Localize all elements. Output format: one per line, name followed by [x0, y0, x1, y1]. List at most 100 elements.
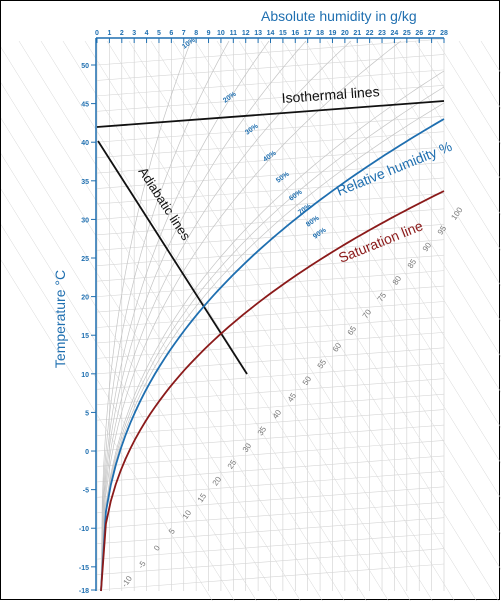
enthalpy-grid-line — [1, 46, 345, 601]
enthalpy-grid-line — [458, 40, 501, 110]
enthalpy-label: 100 — [449, 205, 464, 222]
isotherm-grid-line — [96, 362, 445, 390]
top-tick-label: 17 — [304, 30, 312, 37]
enthalpy-label: 5 — [167, 527, 177, 536]
left-tick-label: 35 — [81, 179, 89, 186]
adiabatic-line — [97, 140, 248, 375]
isotherm-grid-line — [96, 393, 445, 421]
left-tick-label: 20 — [81, 295, 89, 302]
enthalpy-grid-line — [1, 188, 257, 601]
isotherm-grid-line — [96, 440, 445, 467]
left-tick-label: 5 — [85, 410, 89, 417]
rh-grid-curve — [100, 40, 307, 592]
top-tick-label: 8 — [194, 30, 198, 37]
enthalpy-label: 80 — [391, 274, 404, 287]
enthalpy-label: 50 — [301, 374, 314, 387]
top-tick-label: 9 — [207, 30, 211, 37]
enthalpy-grid-line — [1, 82, 323, 601]
enthalpy-grid-line — [414, 40, 501, 181]
isotherm-grid-line — [96, 332, 445, 359]
enthalpy-label: 35 — [256, 424, 269, 437]
top-tick-label: 22 — [366, 30, 374, 37]
enthalpy-grid-line — [216, 40, 501, 500]
left-tick-label: -18 — [79, 588, 89, 595]
left-axis-title: Temperature °C — [52, 270, 68, 368]
enthalpy-grid-line — [84, 40, 433, 601]
left-tick-label: 15 — [81, 333, 89, 340]
top-axis-ticks: 0 1 2 3 4 5 6 7 8 9 10 11 12 13 14 15 16 17 18 19 20 21 22 23 24… — [95, 30, 448, 43]
top-tick-label: 12 — [242, 30, 250, 37]
top-tick-label: 26 — [415, 30, 423, 37]
enthalpy-grid-line — [326, 40, 501, 322]
enthalpy-grid-line — [348, 40, 501, 287]
isotherm-grid-line — [96, 455, 445, 483]
enthalpy-grid-line — [40, 40, 389, 601]
isotherm-grid-line — [96, 115, 445, 143]
left-tick-label: -5 — [83, 488, 89, 495]
isotherm-grid-line — [96, 285, 445, 313]
top-tick-label: 3 — [132, 30, 136, 37]
enthalpy-grid-line — [1, 153, 279, 601]
left-tick-label: 25 — [81, 256, 89, 263]
enthalpy-grid-line — [128, 40, 477, 601]
enthalpy-label: 75 — [376, 291, 389, 304]
top-axis-title: Absolute humidity in g/kg — [261, 8, 417, 24]
left-tick-label: 0 — [85, 449, 89, 456]
enthalpy-grid-line — [1, 117, 301, 601]
relative-humidity-curve — [100, 118, 445, 592]
top-tick-label: 27 — [428, 30, 436, 37]
rh-curves — [100, 40, 445, 592]
top-tick-label: 25 — [403, 30, 411, 37]
enthalpy-grid-line — [370, 40, 501, 251]
enthalpy-label: 85 — [406, 257, 419, 270]
top-tick-label: 0 — [95, 30, 99, 37]
enthalpy-label: 45 — [286, 391, 299, 404]
isotherm-grid-line — [96, 471, 445, 498]
top-tick-label: 16 — [291, 30, 299, 37]
rh-percent-label: 40% — [262, 149, 278, 163]
left-tick-label: -15 — [79, 565, 89, 572]
top-tick-label: 20 — [341, 30, 349, 37]
enthalpy-grid-line — [436, 40, 501, 145]
top-tick-label: 7 — [182, 30, 186, 37]
isotherm-grid-line — [96, 162, 445, 189]
top-tick-label: 13 — [254, 30, 262, 37]
left-tick-label: 50 — [81, 63, 89, 70]
rh-grid-curve — [100, 102, 445, 592]
rh-grid-curve — [100, 86, 445, 592]
top-tick-label: 2 — [120, 30, 124, 37]
enthalpy-grid-line — [172, 40, 501, 570]
rh-grid-curve — [100, 40, 192, 592]
rh-grid-curve — [100, 40, 270, 592]
enthalpy-grid-line — [62, 40, 411, 601]
enthalpy-label: 10 — [181, 508, 194, 521]
isothermal-line — [96, 100, 445, 128]
enthalpy-grid-line — [282, 40, 501, 393]
isotherm-grid-line — [96, 424, 445, 452]
enthalpy-grid-line — [106, 40, 455, 601]
enthalpy-label: 20 — [211, 475, 224, 488]
top-tick-label: 6 — [169, 30, 173, 37]
rh-percent-label: 50% — [275, 170, 291, 184]
rh-percent-label: 70% — [297, 202, 313, 216]
left-tick-label: 40 — [81, 140, 89, 147]
enthalpy-grid-line — [304, 40, 501, 358]
enthalpy-label: 65 — [346, 324, 359, 337]
isotherm-grid-line — [96, 239, 445, 267]
enthalpy-label: 40 — [271, 408, 284, 421]
isotherm-grid-line — [96, 347, 445, 375]
rh-grid-curve — [100, 70, 445, 592]
isotherm-grid-line — [96, 85, 445, 112]
enthalpy-label: 25 — [226, 458, 239, 471]
left-tick-label: -10 — [79, 526, 89, 533]
isotherm-grid-line — [96, 501, 445, 529]
rh-grid-curve — [100, 40, 352, 592]
isotherm-grid-line — [96, 146, 445, 174]
enthalpy-grid-line — [150, 40, 499, 601]
top-tick-label: 11 — [230, 30, 238, 37]
rh-percent-label: 20% — [222, 90, 238, 104]
top-tick-label: 18 — [316, 30, 324, 37]
isotherm-grid-line — [96, 548, 445, 575]
isothermal-label: Isothermal lines — [281, 83, 380, 106]
